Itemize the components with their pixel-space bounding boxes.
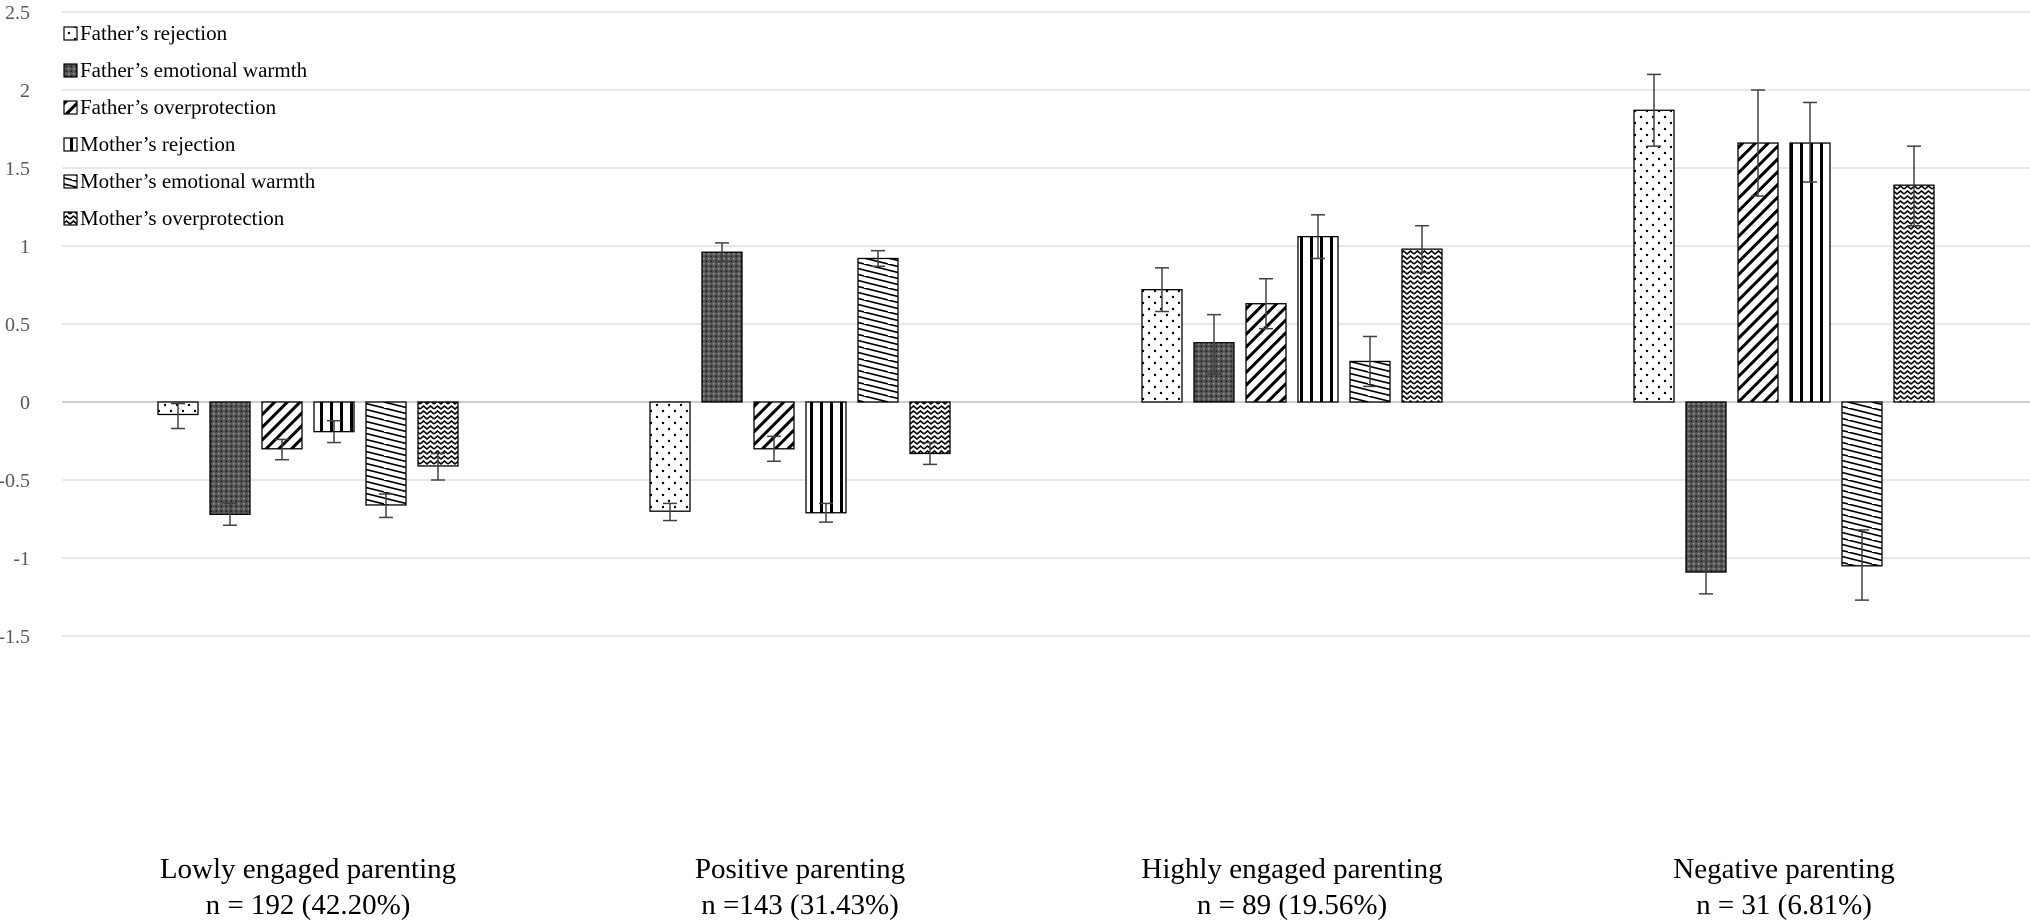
y-tick-label: 1.5 bbox=[5, 158, 30, 180]
category-sublabel: n =143 (31.43%) bbox=[701, 889, 899, 921]
legend-swatch bbox=[63, 63, 78, 78]
bar bbox=[1685, 401, 1727, 573]
y-tick-label: 2 bbox=[20, 80, 30, 102]
bar bbox=[365, 401, 407, 506]
legend-label: Mother’s emotional warmth bbox=[80, 169, 316, 193]
legend-label: Mother’s overprotection bbox=[80, 206, 285, 230]
category-label: Positive parenting bbox=[695, 853, 905, 885]
category-sublabel: n = 31 (6.81%) bbox=[1696, 889, 1872, 921]
bar bbox=[649, 401, 691, 512]
bar bbox=[1633, 109, 1675, 403]
y-tick-label: 0.5 bbox=[5, 314, 30, 336]
y-tick-label: -1 bbox=[13, 548, 30, 570]
bars bbox=[157, 109, 1935, 573]
legend-swatch bbox=[63, 174, 78, 189]
bar bbox=[1297, 235, 1339, 403]
legend-swatch bbox=[63, 26, 78, 41]
error-bars bbox=[171, 73, 1921, 601]
category-label: Negative parenting bbox=[1673, 853, 1894, 885]
bar bbox=[857, 257, 899, 403]
gridlines bbox=[62, 11, 2030, 637]
legend-label: Father’s overprotection bbox=[80, 95, 277, 119]
category-sublabel: n = 89 (19.56%) bbox=[1197, 889, 1387, 921]
legend-swatch bbox=[63, 100, 78, 115]
category-labels: Lowly engaged parenting n = 192 (42.20%) P… bbox=[160, 853, 1895, 921]
legend-label: Father’s rejection bbox=[80, 21, 228, 45]
legend: Father’s rejection Father’s emotional war… bbox=[63, 21, 316, 230]
y-tick-label: -1.5 bbox=[0, 626, 30, 648]
y-tick-label: 0 bbox=[20, 392, 30, 414]
y-axis-ticks: -1.5 -1 -0.5 0 0.5 1 1.5 2 2.5 bbox=[0, 2, 30, 648]
bar bbox=[701, 251, 743, 403]
bar bbox=[805, 401, 847, 514]
category-label: Lowly engaged parenting bbox=[160, 853, 456, 885]
bar bbox=[1401, 248, 1443, 403]
category-label: Highly engaged parenting bbox=[1141, 853, 1442, 885]
legend-label: Mother’s rejection bbox=[80, 132, 236, 156]
y-tick-label: 2.5 bbox=[5, 2, 30, 24]
legend-swatch bbox=[63, 137, 78, 152]
legend-swatch bbox=[63, 211, 78, 226]
legend-label: Father’s emotional warmth bbox=[80, 58, 308, 82]
y-tick-label: 1 bbox=[20, 236, 30, 258]
bar bbox=[209, 401, 251, 515]
category-sublabel: n = 192 (42.20%) bbox=[206, 889, 411, 921]
bar bbox=[1789, 142, 1831, 403]
y-tick-label: -0.5 bbox=[0, 470, 30, 492]
